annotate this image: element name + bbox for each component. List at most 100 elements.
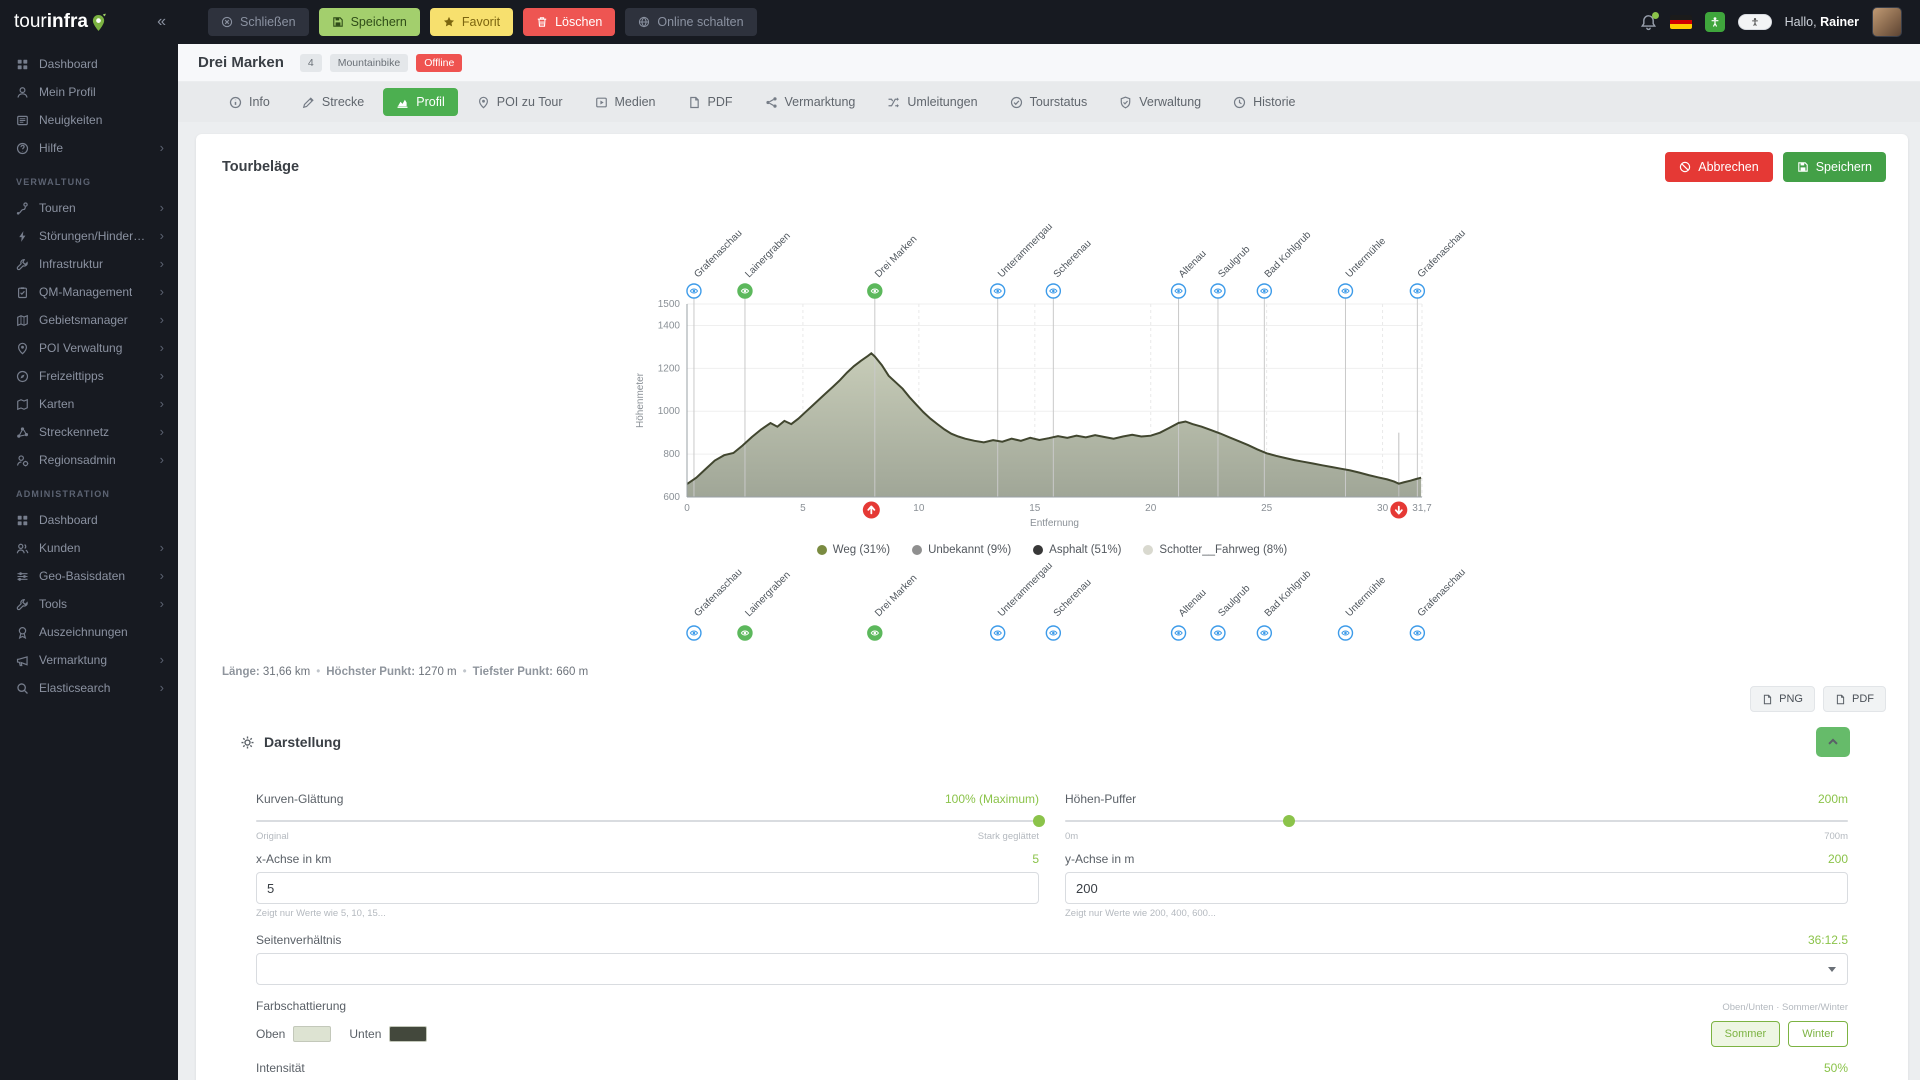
sidebar-item-touren[interactable]: Touren ›	[0, 194, 178, 222]
export-pdf-button[interactable]: PDF	[1823, 686, 1886, 712]
waypoint-visibility-toggle[interactable]	[867, 625, 883, 641]
widget-pill[interactable]	[1737, 14, 1772, 30]
legend-dot	[1033, 545, 1044, 555]
waypoint-visibility-toggle[interactable]	[1045, 625, 1062, 641]
sidebar-item-mein-profil[interactable]: Mein Profil	[0, 78, 178, 106]
chevron-right-icon: ›	[159, 200, 164, 215]
x-achse-input[interactable]	[256, 872, 1039, 904]
sidebar-item-qm-management[interactable]: QM-Management ›	[0, 278, 178, 306]
seitenverhaeltnis-select[interactable]	[256, 953, 1848, 985]
waypoint-visibility-toggle[interactable]	[989, 283, 1006, 299]
notifications-button[interactable]	[1640, 11, 1659, 31]
abbrechen-button[interactable]: Abbrechen	[1665, 152, 1773, 182]
sidebar-item-label: Auszeichnungen	[39, 625, 128, 639]
sidebar-item-gebietsmanager[interactable]: Gebietsmanager ›	[0, 306, 178, 334]
winter-button[interactable]: Winter	[1788, 1021, 1848, 1047]
darstellung-form: Kurven-Glättung 100% (Maximum) Original …	[196, 758, 1908, 1080]
waypoint-visibility-toggle[interactable]	[867, 283, 883, 299]
kurven-glaettung-slider[interactable]	[256, 813, 1045, 829]
user-avatar[interactable]	[1872, 7, 1902, 37]
waypoint-visibility-toggle[interactable]	[1210, 625, 1226, 641]
slider-thumb[interactable]	[1282, 815, 1295, 827]
waypoint-visibility-toggle[interactable]	[737, 283, 753, 299]
shield-icon	[1120, 96, 1131, 108]
tab-medien[interactable]: Medien	[582, 88, 669, 116]
svg-text:Grafenaschau: Grafenaschau	[692, 228, 744, 280]
accessibility-icon[interactable]	[1704, 12, 1725, 32]
sidebar-item-karten[interactable]: Karten ›	[0, 390, 178, 418]
sidebar-item-vermarktung[interactable]: Vermarktung ›	[0, 646, 178, 674]
meta-label: Länge:	[222, 666, 260, 678]
waypoint-visibility-toggle[interactable]	[1256, 625, 1273, 641]
sidebar-item-geo-basisdaten[interactable]: Geo-Basisdaten ›	[0, 562, 178, 590]
waypoint-visibility-toggle[interactable]	[1409, 283, 1426, 299]
hoehen-puffer-slider[interactable]	[1065, 813, 1848, 829]
sidebar-item-regionsadmin[interactable]: Regionsadmin ›	[0, 446, 178, 474]
tab-vermarktung[interactable]: Vermarktung	[752, 88, 869, 116]
sidebar-item-dashboard[interactable]: Dashboard	[0, 506, 178, 534]
waypoint-visibility-toggle[interactable]	[686, 625, 702, 641]
tab-umleitungen[interactable]: Umleitungen	[874, 88, 990, 116]
y-achse-input[interactable]	[1065, 872, 1848, 904]
waypoint-visibility-toggle[interactable]	[1256, 283, 1273, 299]
tab-verwaltung[interactable]: Verwaltung	[1106, 88, 1214, 116]
waypoint-visibility-toggle[interactable]	[1409, 625, 1426, 641]
sidebar-item-hilfe[interactable]: Hilfe ›	[0, 134, 178, 162]
sidebar-item-stoerungen-hindernisse[interactable]: Störungen/Hindernisse ›	[0, 222, 178, 250]
tab-info[interactable]: Info	[216, 88, 283, 116]
sliders-icon	[17, 571, 28, 581]
sidebar-collapse-button[interactable]: «	[157, 13, 166, 30]
waypoint-visibility-toggle[interactable]	[1170, 625, 1187, 641]
app-logo[interactable]: tour infra	[14, 11, 106, 33]
tab-historie[interactable]: Historie	[1220, 88, 1308, 116]
sommer-button[interactable]: Sommer	[1710, 1021, 1781, 1047]
topbar-favorit-button[interactable]: Favorit	[429, 8, 514, 36]
sidebar-item-neuigkeiten[interactable]: Neuigkeiten	[0, 106, 178, 134]
sidebar-item-auszeichnungen[interactable]: Auszeichnungen	[0, 618, 178, 646]
oben-color-swatch[interactable]	[293, 1026, 332, 1042]
tab-poi-zu-tour[interactable]: POI zu Tour	[464, 88, 576, 116]
chart-icon	[397, 99, 408, 108]
waypoint-visibility-toggle[interactable]	[989, 625, 1006, 641]
chevron-right-icon: ›	[159, 452, 164, 467]
topbar-online-schalten-button[interactable]: Online schalten	[625, 8, 757, 36]
sidebar-item-freizeittipps[interactable]: Freizeittipps ›	[0, 362, 178, 390]
waypoint-visibility-toggle[interactable]	[1337, 625, 1354, 641]
unten-color-swatch[interactable]	[389, 1026, 428, 1042]
topbar-actions: Schließen Speichern Favorit Löschen Online s…	[208, 8, 757, 36]
waypoint-visibility-toggle[interactable]	[1210, 283, 1226, 299]
sidebar-item-infrastruktur[interactable]: Infrastruktur ›	[0, 250, 178, 278]
waypoint-visibility-toggle[interactable]	[1045, 283, 1062, 299]
topbar-loeschen-button[interactable]: Löschen	[523, 8, 616, 36]
waypoint-visibility-toggle[interactable]	[1170, 283, 1187, 299]
sidebar-item-poi-verwaltung[interactable]: POI Verwaltung ›	[0, 334, 178, 362]
waypoint-visibility-toggle[interactable]	[737, 625, 753, 641]
topbar-speichern-button[interactable]: Speichern	[318, 8, 420, 36]
svg-text:0: 0	[684, 503, 690, 514]
slider-thumb[interactable]	[1033, 815, 1045, 827]
low-point-marker[interactable]	[1390, 501, 1408, 519]
export-png-button[interactable]: PNG	[1750, 686, 1815, 712]
sidebar-item-dashboard[interactable]: Dashboard	[0, 50, 178, 78]
topbar-schliessen-button[interactable]: Schließen	[208, 8, 309, 36]
tab-pdf[interactable]: PDF	[675, 88, 746, 116]
tab-tourstatus[interactable]: Tourstatus	[997, 88, 1101, 116]
high-point-marker[interactable]	[862, 501, 880, 519]
sidebar-item-tools[interactable]: Tools ›	[0, 590, 178, 618]
pin-icon	[478, 96, 488, 109]
detour-icon	[888, 97, 900, 107]
svg-text:1400: 1400	[658, 320, 681, 331]
speichern-button[interactable]: Speichern	[1782, 152, 1886, 182]
chevron-right-icon: ›	[159, 424, 164, 439]
sidebar-item-elasticsearch[interactable]: Elasticsearch ›	[0, 674, 178, 702]
sidebar-item-streckennetz[interactable]: Streckennetz ›	[0, 418, 178, 446]
tab-profil[interactable]: Profil	[383, 88, 458, 116]
waypoint-visibility-toggle[interactable]	[686, 283, 702, 299]
darstellung-collapse-button[interactable]	[1816, 727, 1850, 757]
language-flag-de[interactable]	[1669, 15, 1692, 29]
waypoint-visibility-toggle[interactable]	[1337, 283, 1354, 299]
sidebar-item-label: Dashboard	[39, 57, 98, 71]
tab-strecke[interactable]: Strecke	[289, 88, 377, 116]
sidebar-item-kunden[interactable]: Kunden ›	[0, 534, 178, 562]
svg-text:Saulgrub: Saulgrub	[1216, 244, 1252, 280]
